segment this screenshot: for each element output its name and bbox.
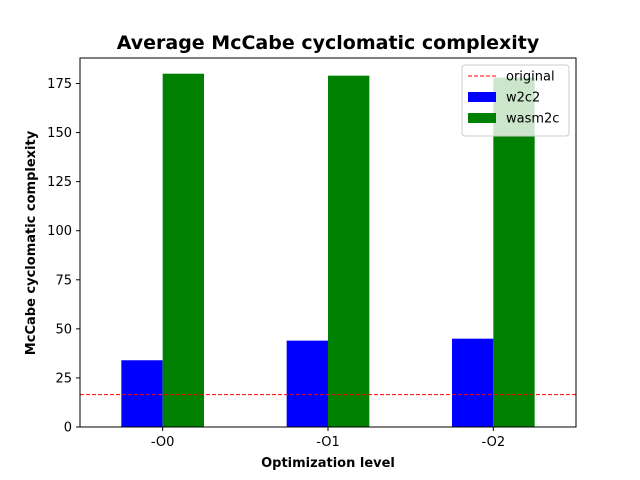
- bar-w2c2--O1: [286, 340, 328, 427]
- bar-w2c2--O0: [121, 360, 163, 427]
- y-tick-label: 25: [55, 371, 72, 386]
- y-tick-label: 0: [64, 421, 72, 436]
- y-tick-label: 125: [47, 175, 72, 190]
- legend-label-wasm2c: wasm2c: [506, 112, 559, 127]
- legend-marker-wasm2c: [468, 113, 496, 123]
- x-axis-label: Optimization level: [261, 456, 395, 471]
- y-tick-label: 150: [47, 126, 72, 141]
- y-tick-label: 100: [47, 224, 72, 239]
- x-tick-label: -O0: [151, 435, 175, 450]
- y-axis-label: McCabe cyclomatic complexity: [24, 130, 39, 355]
- legend-label-original: original: [506, 70, 555, 85]
- x-tick-label: -O2: [482, 435, 506, 450]
- legend-marker-w2c2: [468, 92, 496, 102]
- legend-label-w2c2: w2c2: [506, 91, 540, 106]
- y-tick-label: 50: [55, 322, 72, 337]
- bar-wasm2c--O1: [328, 75, 370, 427]
- y-tick-label: 75: [55, 273, 72, 288]
- x-tick-label: -O1: [316, 435, 340, 450]
- chart-title: Average McCabe cyclomatic complexity: [117, 32, 540, 54]
- y-tick-label: 175: [47, 77, 72, 92]
- legend: original w2c2 wasm2c: [461, 64, 570, 137]
- bar-w2c2--O2: [452, 338, 494, 427]
- bar-wasm2c--O0: [162, 73, 204, 427]
